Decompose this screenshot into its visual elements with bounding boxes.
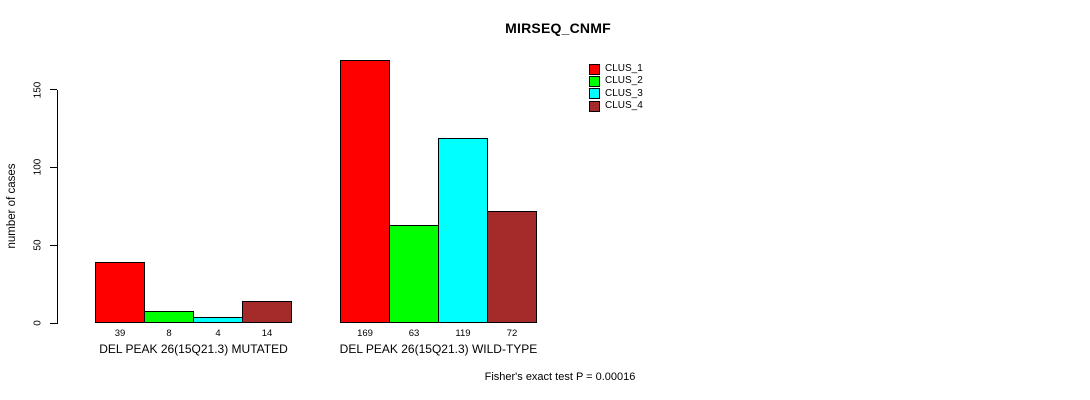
legend: CLUS_1 CLUS_2 CLUS_3 CLUS_4	[589, 63, 643, 112]
bar-value-label: 72	[506, 328, 518, 339]
bar	[487, 210, 537, 323]
bar	[193, 316, 243, 323]
bar-value-label: 4	[215, 328, 221, 339]
y-axis-line	[57, 89, 58, 324]
legend-label: CLUS_3	[605, 87, 643, 99]
legend-swatch	[589, 88, 600, 100]
legend-item: CLUS_2	[589, 75, 643, 87]
category-label: DEL PEAK 26(15Q21.3) MUTATED	[99, 342, 288, 356]
bar	[242, 301, 292, 323]
bar-value-label: 14	[261, 328, 273, 339]
chart-title: MIRSEQ_CNMF	[505, 20, 611, 36]
bar	[144, 310, 194, 323]
bar	[340, 60, 390, 323]
y-axis-tick	[50, 322, 57, 324]
legend-label: CLUS_4	[605, 100, 643, 112]
legend-swatch	[589, 75, 600, 87]
annotation-text: Fisher's exact test P = 0.00016	[484, 371, 636, 383]
bar-value-label: 169	[357, 328, 373, 339]
bar-value-label: 63	[408, 328, 420, 339]
legend-item: CLUS_3	[589, 88, 643, 100]
bar	[389, 224, 439, 323]
legend-label: CLUS_1	[605, 63, 643, 75]
legend-swatch	[589, 100, 600, 112]
y-axis-tick	[50, 89, 57, 91]
bar-value-label: 39	[114, 328, 126, 339]
category-label: DEL PEAK 26(15Q21.3) WILD-TYPE	[339, 342, 538, 356]
legend-swatch	[589, 63, 600, 75]
bar-value-label: 8	[166, 328, 172, 339]
bar	[438, 137, 488, 323]
bar-value-label: 119	[455, 328, 471, 339]
legend-label: CLUS_2	[605, 75, 643, 87]
legend-item: CLUS_1	[589, 63, 643, 75]
y-axis-tick	[50, 244, 57, 246]
legend-item: CLUS_4	[589, 100, 643, 112]
bar	[95, 262, 145, 323]
y-axis-tick	[50, 166, 57, 168]
